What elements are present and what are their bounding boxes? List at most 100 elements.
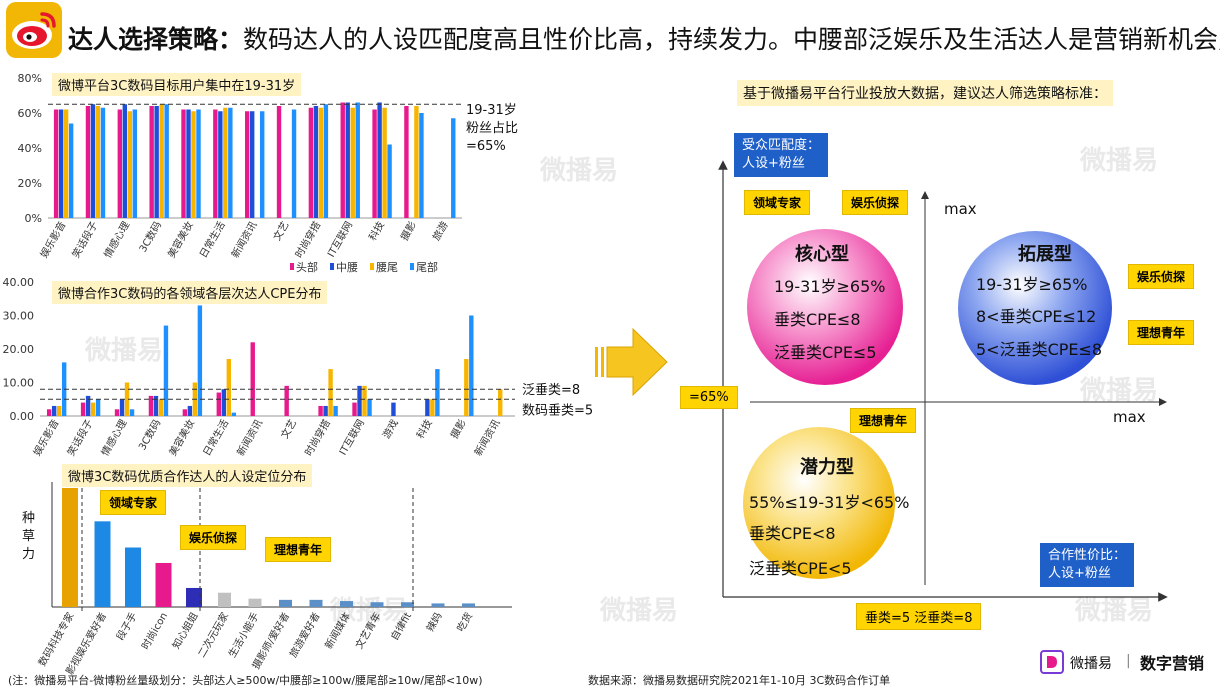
bar: [94, 521, 111, 607]
bar-中腰: [323, 405, 328, 416]
x-tick-label: 新闻资讯: [234, 417, 265, 458]
bar-尾部: [164, 104, 169, 218]
y-tick-label: 20%: [18, 177, 42, 190]
bar-头部: [182, 409, 188, 416]
bar-头部: [276, 106, 282, 218]
reference-label: 泛垂类=8: [522, 383, 580, 398]
x-tick-label: 时尚穿搭: [302, 417, 333, 458]
brand-name: 微播易: [1070, 656, 1112, 672]
x-tick-label: 新闻媒体: [322, 610, 353, 651]
y-axis-label: 力: [22, 547, 35, 562]
matrix-tag-ideal-youth-right: 理想青年: [1128, 320, 1195, 345]
bar-尾部: [355, 102, 360, 218]
x-tick-label: 美容美妆: [166, 417, 197, 458]
quadrant-core-line1: 19-31岁≥65%: [774, 277, 886, 296]
bar-头部: [308, 107, 314, 218]
y-tick-label: 80%: [18, 72, 42, 85]
y-tick-label: 0%: [25, 212, 42, 225]
x-tick-label: 3C数码: [136, 219, 164, 254]
bar-中腰: [313, 106, 319, 218]
reference-label: 粉丝占比: [466, 121, 518, 136]
bar-尾部: [419, 113, 424, 218]
footer-note: (注：微播易平台-微博粉丝量级划分：头部达人≥500w/中腰部≥100w/腰尾部…: [8, 674, 483, 687]
bar: [218, 592, 231, 607]
x-tick-label: 笑话段子: [64, 417, 95, 458]
bar-尾部: [451, 118, 456, 218]
x-tick-label: IT互联网: [337, 418, 367, 458]
bar-中腰: [90, 104, 96, 218]
bar-尾部: [260, 111, 265, 218]
y-tick-label: 30.00: [3, 310, 35, 323]
bar-腰尾: [56, 405, 62, 416]
bar-腰尾: [328, 369, 333, 416]
legend-label: 尾部: [416, 260, 438, 274]
x-tick-label: 科技: [366, 219, 387, 243]
bar-腰尾: [362, 385, 367, 416]
watermark: 微播易: [1075, 596, 1154, 626]
quadrant-core-line2: 垂类CPE≤8: [774, 310, 861, 329]
x-max-label: max: [1113, 408, 1146, 426]
bar-尾部: [323, 104, 329, 218]
x-tick-label: 知心姐姐: [169, 610, 200, 651]
bar: [309, 599, 323, 607]
bar-腰尾: [226, 359, 232, 416]
bar-腰尾: [350, 107, 355, 218]
bar-腰尾: [90, 402, 96, 416]
bar: [62, 488, 78, 607]
x-tick-label: 段子手: [113, 610, 139, 642]
bar-尾部: [68, 123, 74, 218]
bar-中腰: [218, 111, 223, 218]
x-tick-label: 旅游: [429, 219, 450, 243]
bar: [340, 601, 353, 607]
tag-domain-expert: 领域专家: [100, 490, 167, 515]
legend-swatch: [290, 263, 294, 270]
y-max-label: max: [944, 200, 977, 218]
bar-头部: [80, 402, 86, 416]
bar-中腰: [345, 102, 350, 218]
matrix-tag-ideal-youth-bottom: 理想青年: [850, 408, 917, 433]
x-tick-label: 二次元玩家: [195, 610, 231, 660]
x-tick-label: 新闻资讯: [471, 417, 502, 458]
bar-中腰: [153, 395, 159, 416]
bar-尾部: [196, 109, 201, 218]
bar-中腰: [425, 399, 430, 416]
reference-label: 19-31岁: [466, 103, 517, 118]
y-tick-label: 20.00: [3, 343, 35, 356]
right-panel-title: 基于微播易平台行业投放大数据，建议达人筛选策略标准：: [737, 80, 1113, 106]
quadrant-core-line3: 泛垂类CPE≤5: [774, 343, 877, 362]
bar-腰尾: [95, 106, 101, 218]
bar-尾部: [387, 144, 392, 218]
bar-尾部: [231, 412, 237, 416]
reference-label: =65%: [466, 139, 506, 154]
bar-尾部: [129, 409, 135, 416]
x-tick-label: 情感心理: [101, 219, 132, 260]
bar-尾部: [367, 399, 372, 416]
quadrant-expand-line3: 5<泛垂类CPE≤8: [976, 340, 1103, 359]
x-tick-label: 自律fit: [388, 610, 414, 643]
bar-尾部: [333, 405, 338, 416]
bar-中腰: [119, 399, 125, 416]
legend-swatch: [370, 263, 374, 270]
y-axis-box: 受众匹配度： 人设+粉丝: [734, 133, 829, 177]
quadrant-potential-line1: 55%≤19-31岁<65%: [749, 493, 910, 512]
y-axis-label: 草: [22, 529, 35, 544]
bar-尾部: [228, 107, 233, 218]
bar: [401, 602, 414, 607]
legend-label: 头部: [296, 260, 318, 274]
bar: [155, 562, 172, 607]
bar-尾部: [100, 107, 106, 218]
bar-头部: [149, 106, 154, 218]
bar: [248, 598, 262, 607]
y-tick-label: 10.00: [3, 377, 35, 390]
x-tick-label: 文艺: [270, 219, 291, 243]
bar-尾部: [469, 315, 474, 416]
bar-腰尾: [159, 104, 164, 218]
bar: [370, 602, 384, 607]
brand-separator: |: [1126, 653, 1131, 669]
bar-头部: [85, 106, 91, 218]
matrix-tag-domain-expert: 领域专家: [744, 190, 811, 215]
bar-头部: [213, 109, 218, 218]
watermark: 微播易: [600, 596, 679, 626]
strategy-matrix: [718, 160, 1168, 602]
x-tick-label: 娱乐影音: [30, 417, 61, 458]
